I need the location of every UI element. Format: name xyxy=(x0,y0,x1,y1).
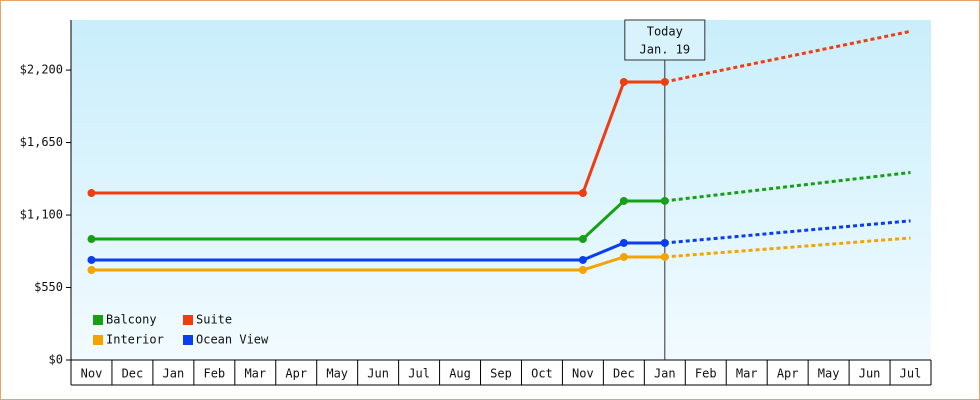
x-tick-label: Oct xyxy=(531,367,553,381)
point xyxy=(660,252,669,261)
x-tick-label: Jun xyxy=(859,367,881,381)
x-tick-label: Dec xyxy=(122,367,144,381)
point xyxy=(660,238,669,247)
forecast-line xyxy=(664,219,911,245)
legend-label: Ocean View xyxy=(196,333,269,347)
x-tick-label: Dec xyxy=(613,367,635,381)
x-tick-label: Apr xyxy=(777,367,799,381)
x-tick-label: Jan xyxy=(163,367,185,381)
point xyxy=(87,255,96,264)
x-tick-label: May xyxy=(818,367,840,381)
point xyxy=(578,189,587,198)
today-label: Today xyxy=(647,25,683,39)
x-tick-label: Nov xyxy=(572,367,594,381)
y-tick-label: $550 xyxy=(34,280,63,294)
point xyxy=(619,196,628,205)
point xyxy=(578,235,587,244)
x-tick-label: May xyxy=(326,367,348,381)
point xyxy=(87,189,96,198)
x-tick-label: Feb xyxy=(203,367,225,381)
point xyxy=(660,77,669,86)
y-tick-label: $1,650 xyxy=(20,135,63,149)
history-line xyxy=(91,199,665,241)
plot-area xyxy=(71,20,931,360)
point xyxy=(619,238,628,247)
x-tick-label: Apr xyxy=(285,367,307,381)
point xyxy=(660,196,669,205)
legend-swatch xyxy=(93,315,103,325)
point xyxy=(619,252,628,261)
legend-swatch xyxy=(183,335,193,345)
x-tick-label: Jan xyxy=(654,367,676,381)
forecast-line xyxy=(664,236,911,259)
y-tick-label: $0 xyxy=(49,353,63,367)
point xyxy=(578,255,587,264)
point xyxy=(619,77,628,86)
history-line xyxy=(91,80,665,195)
legend-label: Balcony xyxy=(106,313,157,327)
legend-swatch xyxy=(93,335,103,345)
x-tick-label: Jul xyxy=(900,367,922,381)
legend-swatch xyxy=(183,315,193,325)
legend-label: Suite xyxy=(196,313,232,327)
point xyxy=(87,235,96,244)
today-date: Jan. 19 xyxy=(640,43,691,57)
x-tick-label: Jul xyxy=(408,367,430,381)
point xyxy=(578,265,587,274)
today-box xyxy=(624,19,706,61)
x-tick-label: Sep xyxy=(490,367,512,381)
x-tick-label: Aug xyxy=(449,367,471,381)
y-tick-label: $1,100 xyxy=(20,208,63,222)
x-tick-label: Feb xyxy=(695,367,717,381)
history-line xyxy=(91,255,665,272)
x-tick-label: Jun xyxy=(367,367,389,381)
history-line xyxy=(91,241,665,262)
forecast-line xyxy=(664,170,911,203)
x-tick-label: Mar xyxy=(244,367,266,381)
y-tick-label: $2,200 xyxy=(20,63,63,77)
x-tick-label: Nov xyxy=(81,367,103,381)
legend-label: Interior xyxy=(106,333,164,347)
x-tick-label: Mar xyxy=(736,367,758,381)
point xyxy=(87,265,96,274)
